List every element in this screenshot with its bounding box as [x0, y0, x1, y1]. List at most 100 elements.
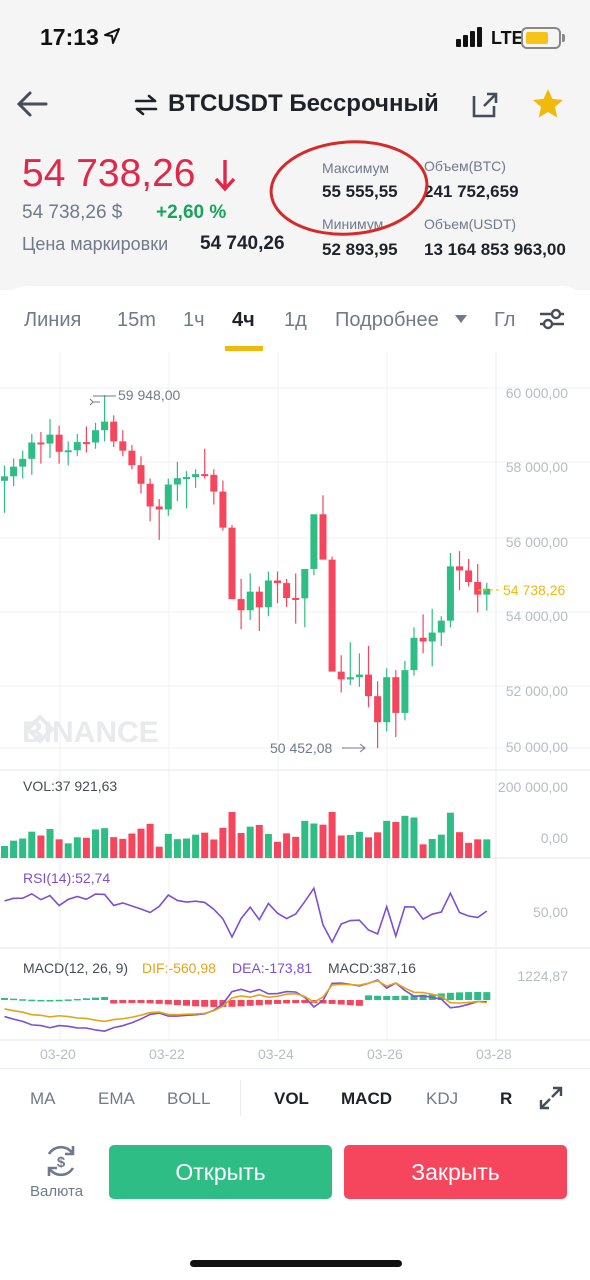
volume-bar	[173, 839, 181, 858]
candle-body	[410, 637, 418, 671]
tab-depth[interactable]: Гл	[494, 309, 516, 331]
volume-bar	[1, 846, 8, 858]
macd-histogram-bar	[374, 995, 382, 1000]
battery-icon	[521, 27, 561, 49]
chart-card	[0, 286, 590, 1280]
volume-axis-min: 0,00	[540, 830, 568, 846]
volume-bar	[110, 837, 118, 858]
indicator-kdj[interactable]: KDJ	[426, 1089, 459, 1108]
indicator-rsi[interactable]: R	[500, 1089, 513, 1108]
low-value: 52 893,95	[322, 240, 398, 259]
currency-label[interactable]: Валюта	[30, 1183, 84, 1200]
macd-histogram-bar	[110, 1000, 118, 1004]
volume-bar	[192, 834, 200, 858]
macd-histogram-bar	[355, 1000, 363, 1006]
price-down-arrow-icon	[214, 160, 236, 192]
share-icon[interactable]	[472, 92, 498, 118]
macd-histogram-bar	[64, 999, 72, 1001]
indicator-boll[interactable]: BOLL	[167, 1089, 211, 1108]
axis-label: 56 000,00	[505, 534, 568, 550]
volume-bar	[92, 829, 99, 858]
macd-histogram-bar	[92, 997, 99, 1000]
dropdown-caret-icon[interactable]	[454, 314, 468, 324]
tab-more[interactable]: Подробнее	[335, 309, 439, 331]
volume-bar	[446, 812, 454, 858]
macd-histogram-bar	[155, 1000, 163, 1004]
volume-bar	[73, 837, 81, 858]
macd-histogram-bar	[137, 1000, 145, 1004]
volume-bar	[392, 822, 400, 858]
candle-body	[1, 476, 8, 481]
favorite-star-icon[interactable]	[530, 86, 566, 122]
candle-body	[465, 570, 473, 582]
volume-bar	[255, 825, 263, 858]
candle-body	[301, 568, 309, 599]
tab-15m[interactable]: 15m	[117, 309, 156, 331]
svg-text:$: $	[57, 1154, 66, 1171]
tab-4h[interactable]: 4ч	[232, 309, 255, 331]
volume-btc-label: Объем(BTC)	[424, 158, 506, 174]
candlestick-chart[interactable]: BINANCE 54 738,26 59 948,00 50 452,08	[0, 352, 590, 1070]
binance-logo-watermark	[25, 714, 55, 744]
indicator-macd[interactable]: MACD	[341, 1089, 392, 1108]
volume-bar	[183, 838, 190, 858]
volume-bar	[410, 817, 418, 858]
macd-histogram-bar	[19, 999, 27, 1001]
candle-body	[110, 421, 118, 442]
candle-body	[101, 421, 109, 431]
volume-bar	[19, 838, 27, 858]
indicator-ema[interactable]: EMA	[98, 1089, 135, 1108]
indicator-ma[interactable]: MA	[30, 1089, 56, 1108]
volume-bar	[419, 844, 427, 858]
macd-value-label: MACD:387,16	[328, 960, 416, 976]
candle-body	[37, 442, 45, 445]
macd-histogram-bar	[255, 1000, 263, 1006]
macd-histogram-bar	[274, 1000, 281, 1004]
macd-histogram-bar	[465, 992, 473, 1000]
network-type: LTE	[491, 28, 524, 48]
page-title[interactable]: BTCUSDT Бессрочный	[168, 90, 439, 117]
tab-1d[interactable]: 1д	[284, 309, 307, 331]
tab-line[interactable]: Линия	[24, 309, 82, 331]
volume-bar	[355, 831, 363, 858]
macd-histogram-bar	[292, 1000, 300, 1004]
candle-body	[246, 591, 254, 611]
low-label: Минимум	[322, 216, 384, 232]
volume-bar	[319, 824, 327, 858]
macd-histogram-bar	[119, 1000, 127, 1004]
fullscreen-icon[interactable]	[538, 1085, 564, 1111]
back-arrow-icon[interactable]	[16, 90, 48, 118]
indicator-vol[interactable]: VOL	[274, 1089, 309, 1108]
volume-bar	[82, 837, 90, 858]
date-label: 03-28	[476, 1046, 512, 1062]
macd-histogram-bar	[319, 1000, 327, 1004]
candle-body	[456, 566, 463, 571]
chart-settings-icon[interactable]	[538, 307, 566, 331]
volume-bar	[337, 835, 345, 858]
candle-body	[19, 458, 27, 467]
volume-bar	[137, 828, 145, 858]
volume-bar	[465, 842, 473, 858]
close-button[interactable]: Закрыть	[344, 1145, 567, 1199]
macd-histogram-bar	[419, 994, 427, 1000]
currency-swap-icon[interactable]: $	[42, 1142, 80, 1180]
candle-body	[337, 671, 345, 680]
tab-1h[interactable]: 1ч	[183, 309, 205, 331]
macd-histogram-bar	[301, 1000, 309, 1003]
swap-icon[interactable]	[133, 93, 159, 117]
candle-body	[82, 442, 90, 445]
candle-body	[474, 581, 482, 595]
open-button[interactable]: Открыть	[109, 1145, 332, 1199]
volume-bar	[346, 835, 354, 858]
max-price-marker: 59 948,00	[118, 387, 180, 403]
high-label: Максимум	[322, 160, 389, 176]
volume-bar	[219, 827, 227, 858]
volume-bar	[119, 838, 127, 858]
volume-bar	[246, 826, 254, 858]
volume-bar	[128, 833, 136, 858]
macd-histogram-bar	[173, 1000, 181, 1006]
volume-bar	[55, 839, 63, 858]
macd-axis: 1224,87	[517, 968, 568, 984]
candle-body	[483, 588, 491, 595]
volume-bar	[283, 833, 291, 858]
